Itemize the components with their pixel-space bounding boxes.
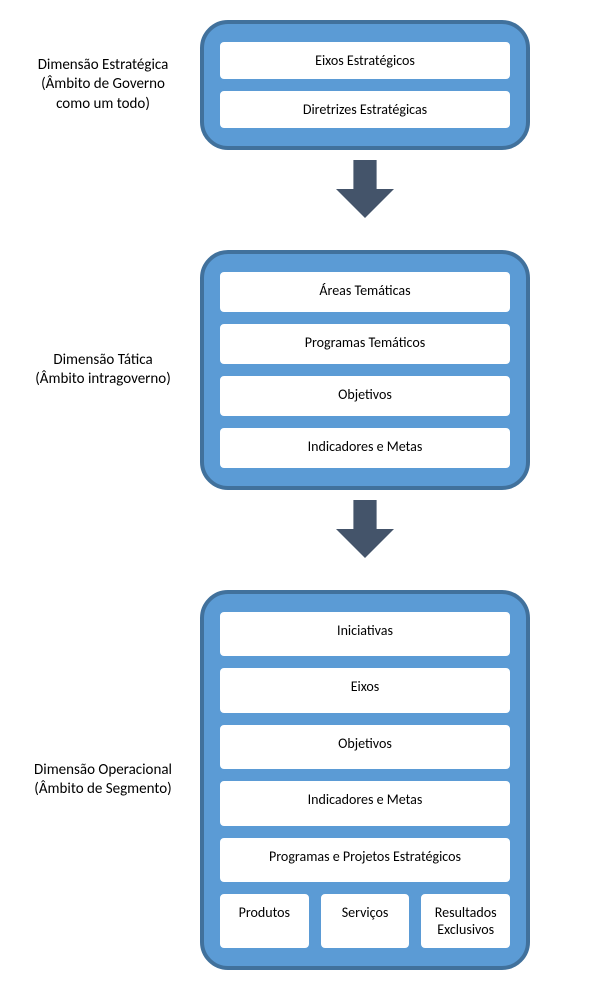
block-item: Eixos — [218, 666, 512, 714]
block-item: Resultados Exclusivos — [419, 892, 512, 950]
section-label: Dimensão Estratégica(Âmbito de Governoco… — [0, 56, 200, 115]
section-strategic: Dimensão Estratégica(Âmbito de Governoco… — [0, 20, 608, 150]
block-item: Programas e Projetos Estratégicos — [218, 836, 512, 884]
block-item: Objetivos — [218, 374, 512, 418]
block-item: Iniciativas — [218, 610, 512, 658]
arrow-connector — [200, 500, 530, 558]
section-tactical: Dimensão Tática(Âmbito intragoverno)Área… — [0, 250, 608, 490]
section-block: Iniciativas Eixos Objetivos Indicadores e M… — [200, 590, 530, 970]
block-item: Indicadores e Metas — [218, 426, 512, 470]
section-block: Eixos Estratégicos Diretrizes Estratégica… — [200, 20, 530, 150]
arrow-down-icon — [336, 160, 394, 218]
block-item: Serviços — [319, 892, 412, 950]
arrow-connector — [200, 160, 530, 218]
block-item: Áreas Temáticas — [218, 270, 512, 314]
block-item: Diretrizes Estratégicas — [218, 89, 512, 130]
block-item-row: ProdutosServiçosResultados Exclusivos — [218, 892, 512, 950]
section-label: Dimensão Operacional(Âmbito de Segmento) — [0, 761, 200, 800]
block-item: Eixos Estratégicos — [218, 40, 512, 81]
block-item: Indicadores e Metas — [218, 779, 512, 827]
section-operational: Dimensão Operacional(Âmbito de Segmento)… — [0, 590, 608, 970]
block-item: Produtos — [218, 892, 311, 950]
block-item: Objetivos — [218, 723, 512, 771]
section-label: Dimensão Tática(Âmbito intragoverno) — [0, 351, 200, 390]
block-item: Programas Temáticos — [218, 322, 512, 366]
arrow-down-icon — [336, 500, 394, 558]
section-block: Áreas Temáticas Programas Temáticos Objeti… — [200, 250, 530, 490]
